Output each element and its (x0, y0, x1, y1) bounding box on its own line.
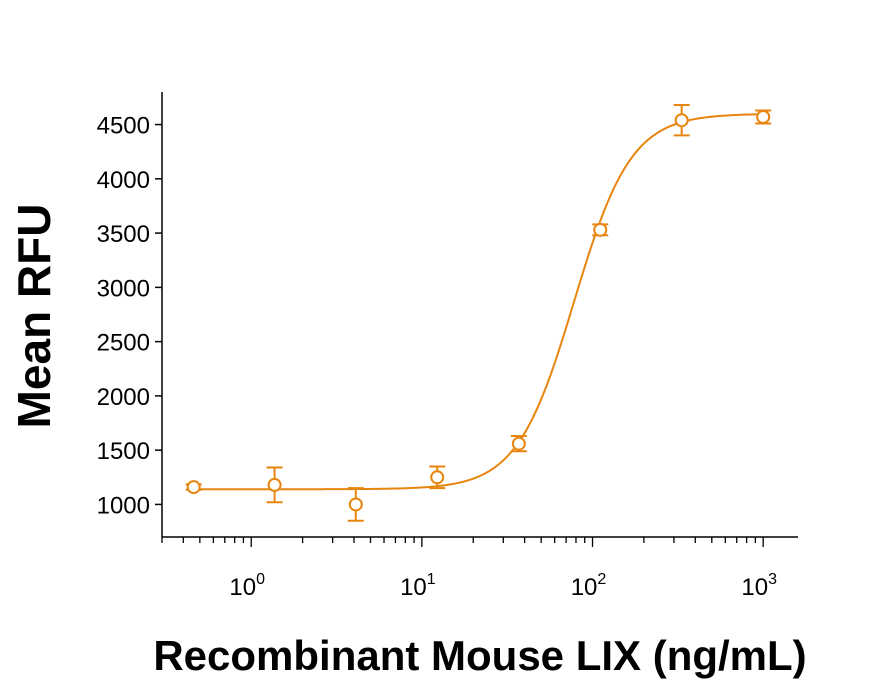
point-marker (186, 480, 201, 495)
x-tick-label: 102 (571, 571, 607, 601)
x-tick-label: 100 (229, 571, 265, 601)
data-points (185, 104, 772, 522)
data-point (673, 104, 690, 137)
data-point (510, 435, 527, 453)
point-marker (593, 222, 608, 237)
data-point (592, 222, 609, 237)
data-point (266, 466, 283, 504)
axes (161, 92, 798, 538)
data-point (429, 465, 446, 490)
y-tick-label: 1500 (97, 438, 150, 465)
point-marker (674, 113, 689, 128)
y-axis-title: Mean RFU (8, 204, 60, 429)
data-point (755, 109, 772, 125)
y-tick-label: 2500 (97, 330, 150, 357)
y-tick-label: 1000 (97, 492, 150, 519)
x-ticks: 100 101 102 103 (161, 537, 777, 601)
data-point (185, 480, 202, 495)
point-marker (348, 497, 363, 512)
point-marker (756, 109, 771, 124)
x-axis-title: Recombinant Mouse LIX (ng/mL) (153, 632, 806, 679)
y-ticks: 1000 1500 2000 2500 3000 3500 4000 4500 (97, 113, 162, 519)
point-marker (267, 477, 282, 492)
point-marker (430, 470, 445, 485)
x-tick-label: 101 (400, 571, 436, 601)
y-tick-label: 3000 (97, 275, 150, 302)
fit-curve (193, 113, 764, 491)
point-marker (511, 436, 526, 451)
data-point (347, 487, 364, 522)
x-tick-label: 103 (741, 571, 777, 601)
y-tick-label: 4000 (97, 167, 150, 194)
y-tick-label: 2000 (97, 384, 150, 411)
y-tick-label: 4500 (97, 113, 150, 140)
y-tick-label: 3500 (97, 221, 150, 248)
